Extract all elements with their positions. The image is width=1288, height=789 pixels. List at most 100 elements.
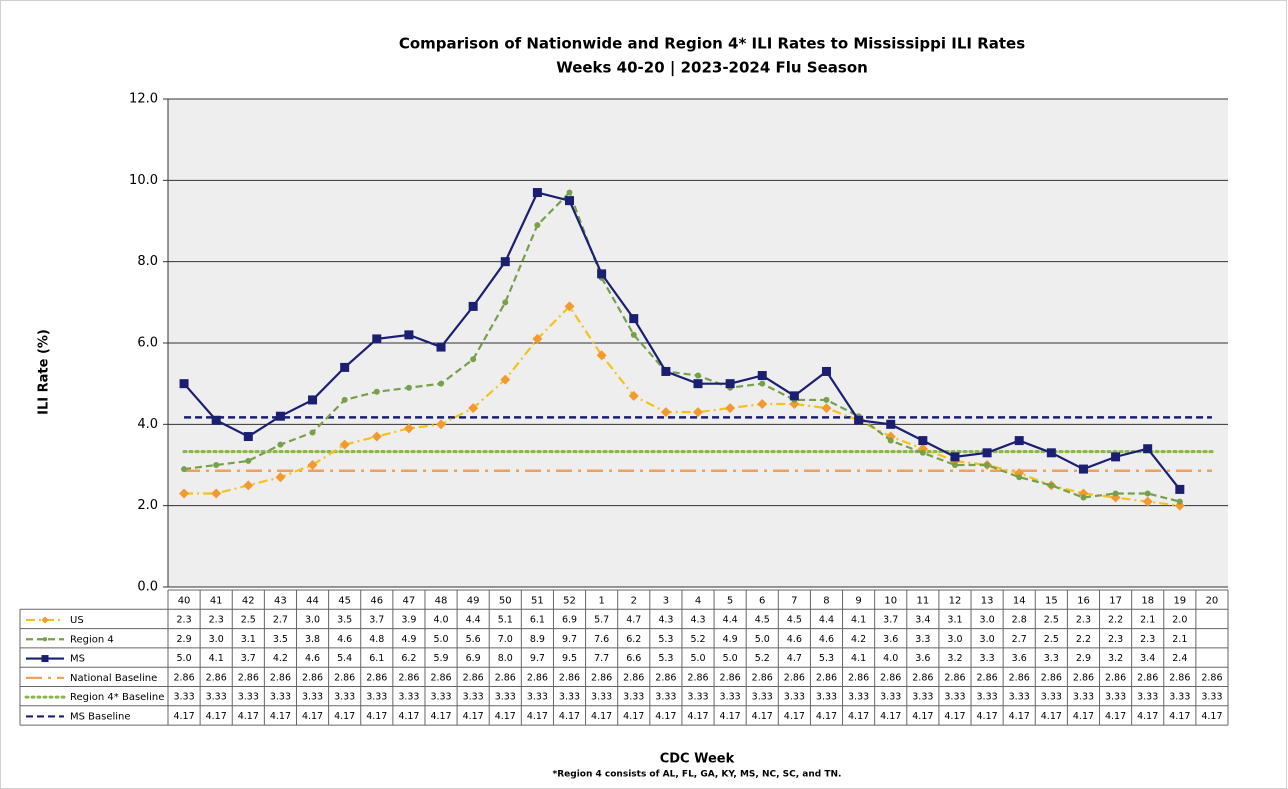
x-tick-label: 2 bbox=[631, 596, 637, 607]
table-cell: 2.3 bbox=[209, 614, 224, 625]
table-cell: 4.17 bbox=[495, 711, 516, 722]
y-axis-label: ILI Rate (%) bbox=[37, 329, 52, 415]
table-cell: 2.86 bbox=[977, 672, 998, 683]
table-cell: 2.86 bbox=[912, 672, 933, 683]
table-cell: 3.33 bbox=[398, 692, 419, 703]
table-cell: 3.33 bbox=[591, 692, 612, 703]
x-tick-label: 51 bbox=[531, 596, 544, 607]
x-tick-label: 1 bbox=[598, 596, 604, 607]
table-cell: 2.86 bbox=[816, 672, 837, 683]
table-cell: 4.17 bbox=[1073, 711, 1094, 722]
y-tick-label: 0.0 bbox=[137, 580, 158, 595]
table-cell: 4.17 bbox=[591, 711, 612, 722]
table-cell: 3.33 bbox=[173, 692, 194, 703]
table-cell: 3.33 bbox=[430, 692, 451, 703]
x-tick-label: 17 bbox=[1109, 596, 1122, 607]
table-cell: 5.7 bbox=[594, 614, 609, 625]
point bbox=[243, 480, 254, 491]
table-cell: 2.86 bbox=[238, 672, 259, 683]
table-cell: 4.2 bbox=[273, 653, 288, 664]
table-cell: 3.33 bbox=[1105, 692, 1126, 703]
series-line bbox=[183, 190, 1181, 503]
table-cell: 6.6 bbox=[626, 653, 641, 664]
table-cell: 3.33 bbox=[206, 692, 227, 703]
table-cell: 3.33 bbox=[366, 692, 387, 703]
table-cell: 2.5 bbox=[1044, 614, 1059, 625]
table-cell: 8.9 bbox=[530, 634, 545, 645]
legend-entry: Region 4 bbox=[26, 634, 114, 645]
x-tick-label: 46 bbox=[370, 596, 383, 607]
table-cell: 3.7 bbox=[241, 653, 256, 664]
point bbox=[630, 331, 637, 338]
table-cell: 3.33 bbox=[848, 692, 869, 703]
table-cell: 5.4 bbox=[337, 653, 352, 664]
table-cell: 2.86 bbox=[784, 672, 805, 683]
table-cell: 6.1 bbox=[530, 614, 545, 625]
table-cell: 5.1 bbox=[498, 614, 513, 625]
legend-entry: MS bbox=[26, 654, 85, 665]
table-cell: 5.9 bbox=[433, 653, 448, 664]
x-tick-label: 50 bbox=[499, 596, 512, 607]
table-cell: 2.1 bbox=[1172, 634, 1187, 645]
legend-entry: MS Baseline bbox=[26, 711, 131, 722]
table-cell: 3.33 bbox=[495, 692, 516, 703]
table-cell: 2.86 bbox=[1041, 672, 1062, 683]
point bbox=[404, 330, 414, 340]
point bbox=[918, 436, 928, 446]
legend-entry: Region 4* Baseline bbox=[24, 692, 164, 703]
point bbox=[660, 407, 671, 418]
point bbox=[243, 432, 253, 442]
point bbox=[373, 388, 380, 395]
table-cell: 4.9 bbox=[723, 634, 738, 645]
table-cell: 3.33 bbox=[784, 692, 805, 703]
table-cell: 4.1 bbox=[851, 614, 866, 625]
table-cell: 3.0 bbox=[980, 634, 995, 645]
footnote: *Region 4 consists of AL, FL, GA, KY, MS… bbox=[553, 770, 842, 780]
table-cell: 3.0 bbox=[980, 614, 995, 625]
point bbox=[500, 257, 510, 267]
x-axis-label: CDC Week bbox=[660, 752, 735, 767]
table-cell: 4.17 bbox=[238, 711, 259, 722]
legend-entry: National Baseline bbox=[26, 673, 157, 684]
table-cell: 4.17 bbox=[784, 711, 805, 722]
table-cell: 2.7 bbox=[273, 614, 288, 625]
point bbox=[436, 419, 447, 430]
table-cell: 3.1 bbox=[947, 614, 962, 625]
table-cell: 3.0 bbox=[305, 614, 320, 625]
table-cell: 4.17 bbox=[559, 711, 580, 722]
table-cell: 4.17 bbox=[366, 711, 387, 722]
table-cell: 2.5 bbox=[1044, 634, 1059, 645]
table-cell: 3.33 bbox=[816, 692, 837, 703]
table-cell: 4.0 bbox=[433, 614, 448, 625]
x-tick-label: 9 bbox=[855, 596, 861, 607]
point bbox=[468, 301, 478, 311]
table-cell: 3.0 bbox=[947, 634, 962, 645]
table-cell: 2.86 bbox=[1009, 672, 1030, 683]
table-cell: 5.3 bbox=[658, 653, 673, 664]
table-cell: 4.17 bbox=[944, 711, 965, 722]
table-cell: 4.17 bbox=[270, 711, 291, 722]
table-cell: 4.17 bbox=[977, 711, 998, 722]
table-cell: 2.1 bbox=[1140, 614, 1155, 625]
point bbox=[982, 448, 992, 458]
point bbox=[1111, 452, 1121, 462]
table-cell: 3.6 bbox=[915, 653, 930, 664]
point bbox=[1112, 490, 1119, 497]
x-tick-label: 13 bbox=[981, 596, 994, 607]
x-tick-label: 16 bbox=[1077, 596, 1090, 607]
table-cell: 5.0 bbox=[177, 653, 192, 664]
point bbox=[821, 403, 832, 414]
x-tick-label: 4 bbox=[695, 596, 701, 607]
table-cell: 2.86 bbox=[173, 672, 194, 683]
point bbox=[1048, 482, 1055, 489]
table-cell: 2.86 bbox=[1201, 672, 1222, 683]
point bbox=[468, 403, 479, 414]
point bbox=[1014, 436, 1024, 446]
table-cell: 3.5 bbox=[337, 614, 352, 625]
legend-label: US bbox=[70, 615, 84, 626]
table-cell: 4.3 bbox=[690, 614, 705, 625]
point bbox=[339, 439, 350, 450]
point bbox=[532, 188, 542, 198]
table-cell: 6.2 bbox=[626, 634, 641, 645]
table-cell: 2.86 bbox=[720, 672, 741, 683]
